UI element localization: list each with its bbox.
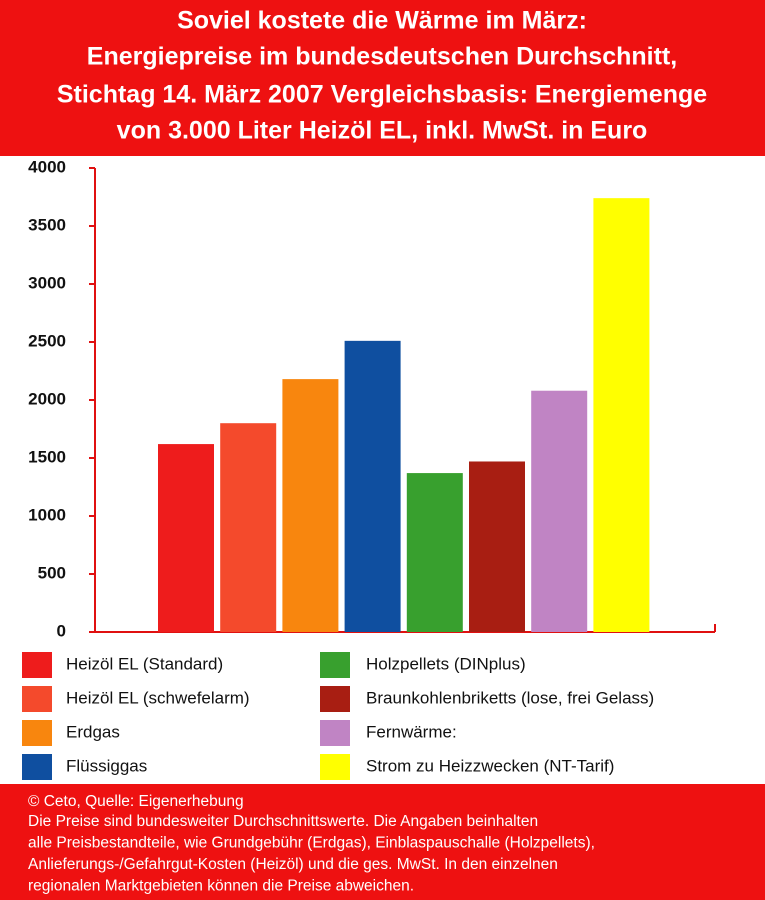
y-tick-label: 4000 [28, 157, 66, 176]
note-line: regionalen Marktgebieten können die Prei… [28, 878, 414, 895]
note-line: Anlieferungs-/Gefahrgut-Kosten (Heizöl) … [28, 856, 558, 873]
y-tick-label: 2500 [28, 331, 66, 350]
title-line: Stichtag 14. März 2007 Vergleichsbasis: … [57, 81, 707, 109]
bar [593, 198, 650, 632]
legend-label: Fernwärme: [366, 722, 457, 741]
legend-swatch [22, 686, 52, 712]
bar [406, 473, 463, 632]
legend-swatch [320, 720, 350, 746]
legend-label: Braunkohlenbriketts (lose, frei Gelass) [366, 688, 654, 707]
bar [469, 461, 525, 632]
title-line: von 3.000 Liter Heizöl EL, inkl. MwSt. i… [117, 117, 648, 145]
bar [158, 444, 214, 632]
y-tick-label: 500 [38, 563, 66, 582]
legend-swatch [22, 652, 52, 678]
bar [220, 423, 277, 632]
legend-swatch [22, 720, 52, 746]
legend-swatch [22, 754, 52, 780]
source: © Ceto, Quelle: Eigenerhebung [28, 793, 244, 810]
note-line: Die Preise sind bundesweiter Durchschnit… [28, 813, 538, 830]
bar [344, 340, 401, 632]
legend-label: Strom zu Heizzwecken (NT-Tarif) [366, 756, 614, 775]
legend-label: Holzpellets (DINplus) [366, 654, 526, 673]
legend-label: Heizöl EL (Standard) [66, 654, 223, 673]
bar [282, 379, 339, 632]
title-band [0, 0, 765, 156]
title-line: Energiepreise im bundesdeutschen Durchsc… [87, 43, 677, 71]
y-tick-label: 3500 [28, 215, 66, 234]
legend-swatch [320, 652, 350, 678]
note-line: alle Preisbestandteile, wie Grundgebühr … [28, 835, 595, 852]
title-line: Soviel kostete die Wärme im März: [177, 7, 587, 35]
y-tick-label: 2000 [28, 389, 66, 408]
footer-band [0, 784, 765, 900]
y-tick-label: 1000 [28, 505, 66, 524]
bar [531, 390, 588, 632]
legend-label: Heizöl EL (schwefelarm) [66, 688, 250, 707]
y-tick-label: 0 [57, 621, 66, 640]
legend-swatch [320, 686, 350, 712]
legend-label: Erdgas [66, 722, 120, 741]
legend-label: Flüssiggas [66, 756, 147, 775]
y-tick-label: 3000 [28, 273, 66, 292]
legend-swatch [320, 754, 350, 780]
y-tick-label: 1500 [28, 447, 66, 466]
